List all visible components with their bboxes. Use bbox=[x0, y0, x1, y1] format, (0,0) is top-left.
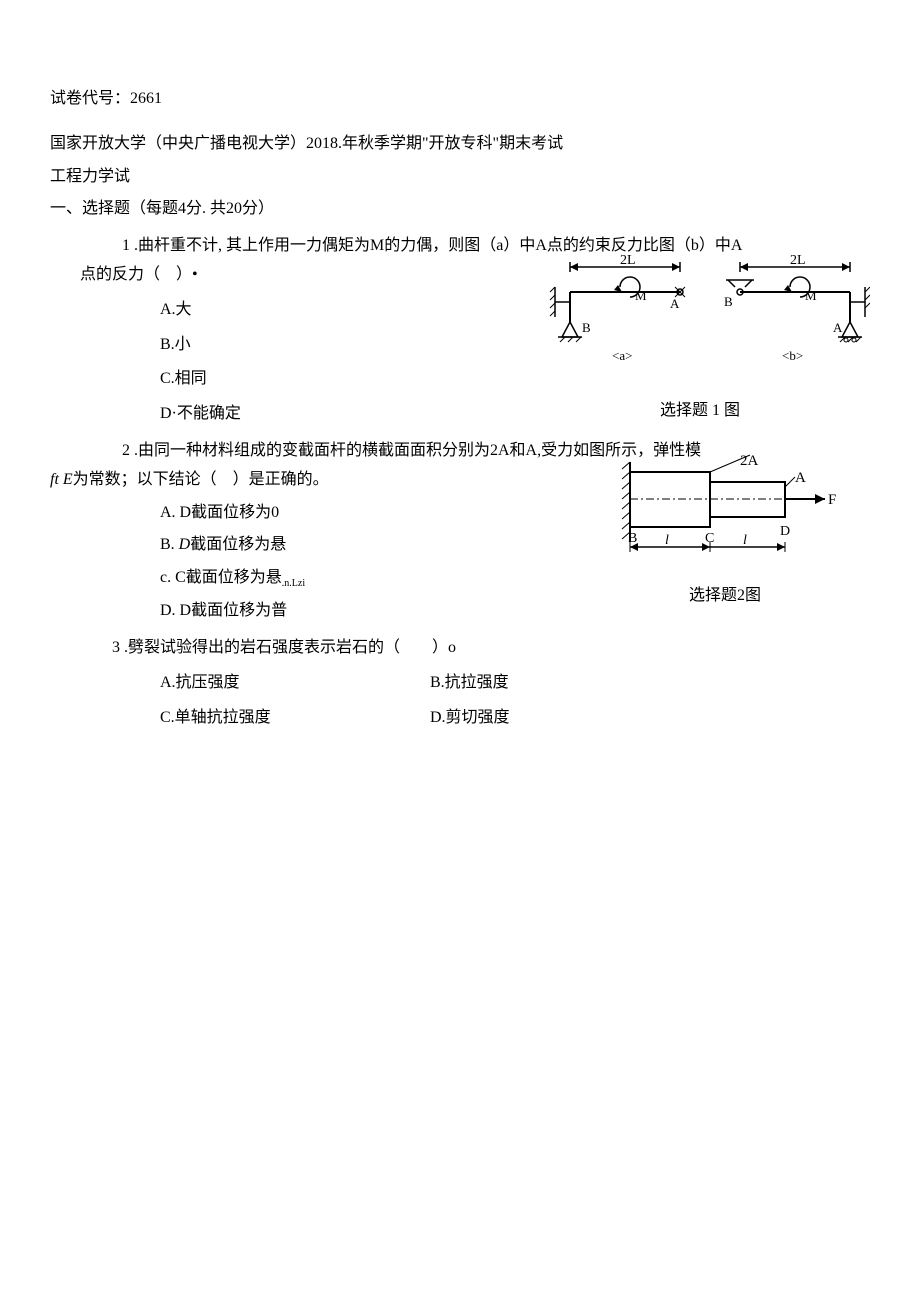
q2-stem-rest: 为常数；以下结论（ ）是正确的。 bbox=[73, 471, 329, 488]
svg-text:A: A bbox=[670, 296, 680, 311]
section-title: 一、选择题（每题4分. 共20分） bbox=[50, 195, 870, 224]
question-3: 3 .劈裂试验得出的岩石强度表示岩石的（ ）o A.抗压强度 B.抗拉强度 C.… bbox=[50, 634, 870, 732]
svg-text:l: l bbox=[665, 533, 669, 548]
q2-figure: F 2A A B C D l l 选择题2图 bbox=[610, 447, 840, 611]
q1-figure: 2L M A bbox=[530, 252, 870, 426]
svg-text:A: A bbox=[833, 320, 843, 335]
q3-option-b: B.抗拉强度 bbox=[430, 669, 509, 698]
svg-text:<b>: <b> bbox=[782, 348, 803, 363]
svg-text:B: B bbox=[582, 320, 591, 335]
q1-fig-a: 2L M A bbox=[550, 253, 685, 363]
svg-text:A: A bbox=[795, 470, 806, 486]
q2-stem-prefix: ft E bbox=[50, 471, 73, 488]
question-1: 1 .曲杆重不计, 其上作用一力偶矩为M的力偶，则图（a）中A点的约束反力比图（… bbox=[50, 232, 870, 429]
svg-text:l: l bbox=[743, 533, 747, 548]
svg-text:M: M bbox=[635, 288, 647, 303]
q3-option-a: A.抗压强度 bbox=[160, 669, 430, 698]
svg-text:D: D bbox=[780, 524, 790, 539]
q3-options: A.抗压强度 B.抗拉强度 C.单轴抗拉强度 D.剪切强度 bbox=[50, 669, 870, 733]
svg-text:2L: 2L bbox=[790, 253, 806, 268]
q1-fig-b: 2L B M bbox=[724, 253, 870, 363]
svg-text:B: B bbox=[724, 294, 733, 309]
subject-line: 工程力学试 bbox=[50, 163, 870, 192]
q2-figure-caption: 选择题2图 bbox=[610, 582, 840, 611]
q1-figure-caption: 选择题 1 图 bbox=[530, 397, 870, 426]
q3-option-c: C.单轴抗拉强度 bbox=[160, 704, 430, 733]
svg-text:2L: 2L bbox=[620, 253, 636, 268]
paper-code: 试卷代号：2661 bbox=[50, 85, 870, 114]
q2-figure-svg: F 2A A B C D l l bbox=[610, 447, 840, 567]
q3-option-d: D.剪切强度 bbox=[430, 704, 510, 733]
q3-stem: 3 .劈裂试验得出的岩石强度表示岩石的（ ）o bbox=[50, 634, 870, 663]
svg-text:B: B bbox=[628, 531, 637, 546]
q1-figure-svg: 2L M A bbox=[530, 252, 870, 382]
svg-text:F: F bbox=[828, 492, 836, 508]
question-2: 2 .由同一种材料组成的变截面杆的横截面面积分别为2A和A,受力如图所示，弹性模… bbox=[50, 437, 870, 626]
university-line: 国家开放大学（中央广播电视大学）2018.年秋季学期"开放专科"期末考试 bbox=[50, 130, 870, 159]
svg-text:M: M bbox=[805, 288, 817, 303]
svg-text:<a>: <a> bbox=[612, 348, 632, 363]
